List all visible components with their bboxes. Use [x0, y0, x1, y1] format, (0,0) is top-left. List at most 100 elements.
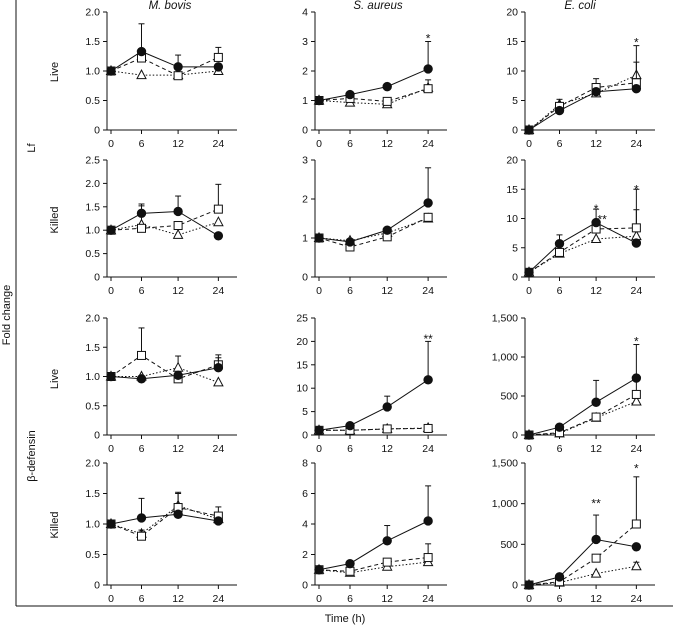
- data-point: [213, 376, 224, 387]
- column-title-s-aureus: S. aureus: [353, 0, 402, 12]
- x-tick-label: 6: [557, 443, 563, 455]
- data-point: [106, 225, 116, 235]
- series-line: [318, 561, 429, 574]
- data-point: [136, 513, 147, 523]
- y-tick-label: 2.0: [85, 458, 100, 470]
- y-tick-label: 20: [506, 155, 518, 167]
- panel-7: 0 0.5 1.0 1.5 2.0 0 6 12 24: [85, 313, 237, 455]
- series-line: [110, 221, 219, 236]
- y-tick-label: 2.0: [85, 313, 100, 325]
- data-point: [631, 395, 642, 406]
- data-point: [106, 371, 116, 382]
- y-tick-label: 1,500: [492, 458, 518, 470]
- data-point: [631, 238, 642, 248]
- y-tick-label: 1.5: [85, 342, 100, 354]
- y-tick-label: 500: [500, 539, 518, 551]
- column-title-e-coli: E. coli: [564, 0, 596, 12]
- series-line: [110, 70, 219, 76]
- data-point: [524, 580, 534, 590]
- data-point: [345, 558, 355, 569]
- data-point: [554, 105, 565, 116]
- series-line: [318, 520, 429, 571]
- group-label-beta-defensin: β-defensin: [26, 430, 38, 482]
- series-line: [318, 379, 429, 431]
- data-point: [631, 389, 641, 399]
- x-tick-label: 12: [172, 593, 184, 605]
- y-tick-label: 0: [512, 430, 518, 442]
- series-line: [318, 202, 429, 243]
- y-tick-label: 1.5: [85, 488, 100, 500]
- data-point: [631, 542, 642, 552]
- x-tick-label: 0: [108, 285, 114, 297]
- data-point: [590, 232, 602, 243]
- series-line: [528, 227, 637, 273]
- series-line: [318, 216, 429, 248]
- series-line: [528, 401, 637, 436]
- y-tick-label: 20: [296, 336, 308, 348]
- data-point: [382, 424, 392, 434]
- series-open-square: [314, 543, 433, 576]
- significance-marker: *: [594, 202, 599, 216]
- x-tick-label: 24: [422, 593, 434, 605]
- data-point: [314, 425, 324, 436]
- data-point: [213, 52, 223, 62]
- y-tick-label: 10: [506, 66, 518, 78]
- significance-marker: *: [634, 334, 639, 348]
- y-tick-label: 0: [302, 272, 308, 284]
- series-line: [528, 82, 637, 131]
- data-point: [555, 247, 564, 257]
- series-open-square: [524, 188, 641, 277]
- data-point: [345, 89, 355, 100]
- y-tick-label: 1,000: [492, 352, 518, 364]
- data-point: [382, 225, 392, 235]
- y-tick-label: 4: [302, 519, 308, 531]
- data-point: [423, 553, 433, 563]
- x-tick-label: 0: [316, 285, 322, 297]
- data-point: [423, 516, 433, 526]
- data-point: [137, 223, 146, 233]
- series-line: [110, 50, 219, 72]
- data-point: [524, 267, 534, 278]
- x-tick-label: 0: [526, 285, 532, 297]
- series-line: [528, 538, 637, 586]
- series-line: [528, 565, 637, 586]
- x-tick-label: 6: [347, 593, 353, 605]
- series-line: [318, 557, 429, 572]
- y-tick-label: 0: [94, 430, 100, 442]
- x-tick-label: 0: [108, 138, 114, 150]
- series-line: [528, 523, 637, 586]
- x-tick-label: 24: [213, 138, 225, 150]
- x-tick-label: 6: [139, 285, 145, 297]
- x-tick-label: 24: [422, 443, 434, 455]
- series-line: [110, 513, 219, 525]
- y-tick-label: 1.0: [85, 66, 100, 78]
- x-tick-label: 6: [557, 285, 563, 297]
- y-tick-label: 0: [94, 125, 100, 137]
- y-tick-label: 0: [302, 430, 308, 442]
- data-point: [382, 557, 392, 567]
- series-filled-circle: [106, 357, 224, 384]
- series-filled-circle: [106, 23, 224, 76]
- data-point: [423, 64, 433, 74]
- row-label-killed-1: Killed: [49, 207, 61, 234]
- data-point: [173, 370, 183, 381]
- data-point: [213, 216, 224, 227]
- x-tick-label: 6: [347, 443, 353, 455]
- series-filled-circle: [106, 497, 224, 529]
- x-tick-label: 24: [422, 138, 434, 150]
- data-point: [137, 531, 146, 541]
- series-line: [528, 222, 637, 273]
- x-tick-label: 0: [526, 138, 532, 150]
- data-point: [213, 204, 223, 214]
- data-point: [173, 509, 183, 519]
- significance-marker: *: [426, 32, 431, 46]
- x-tick-label: 0: [526, 443, 532, 455]
- series-line: [318, 87, 429, 105]
- y-tick-label: 2: [302, 549, 308, 561]
- panel-1: 0 0.5 1.0 1.5 2.0 0 6 12 24: [85, 7, 237, 150]
- data-point: [631, 84, 642, 94]
- x-tick-label: 24: [213, 443, 225, 455]
